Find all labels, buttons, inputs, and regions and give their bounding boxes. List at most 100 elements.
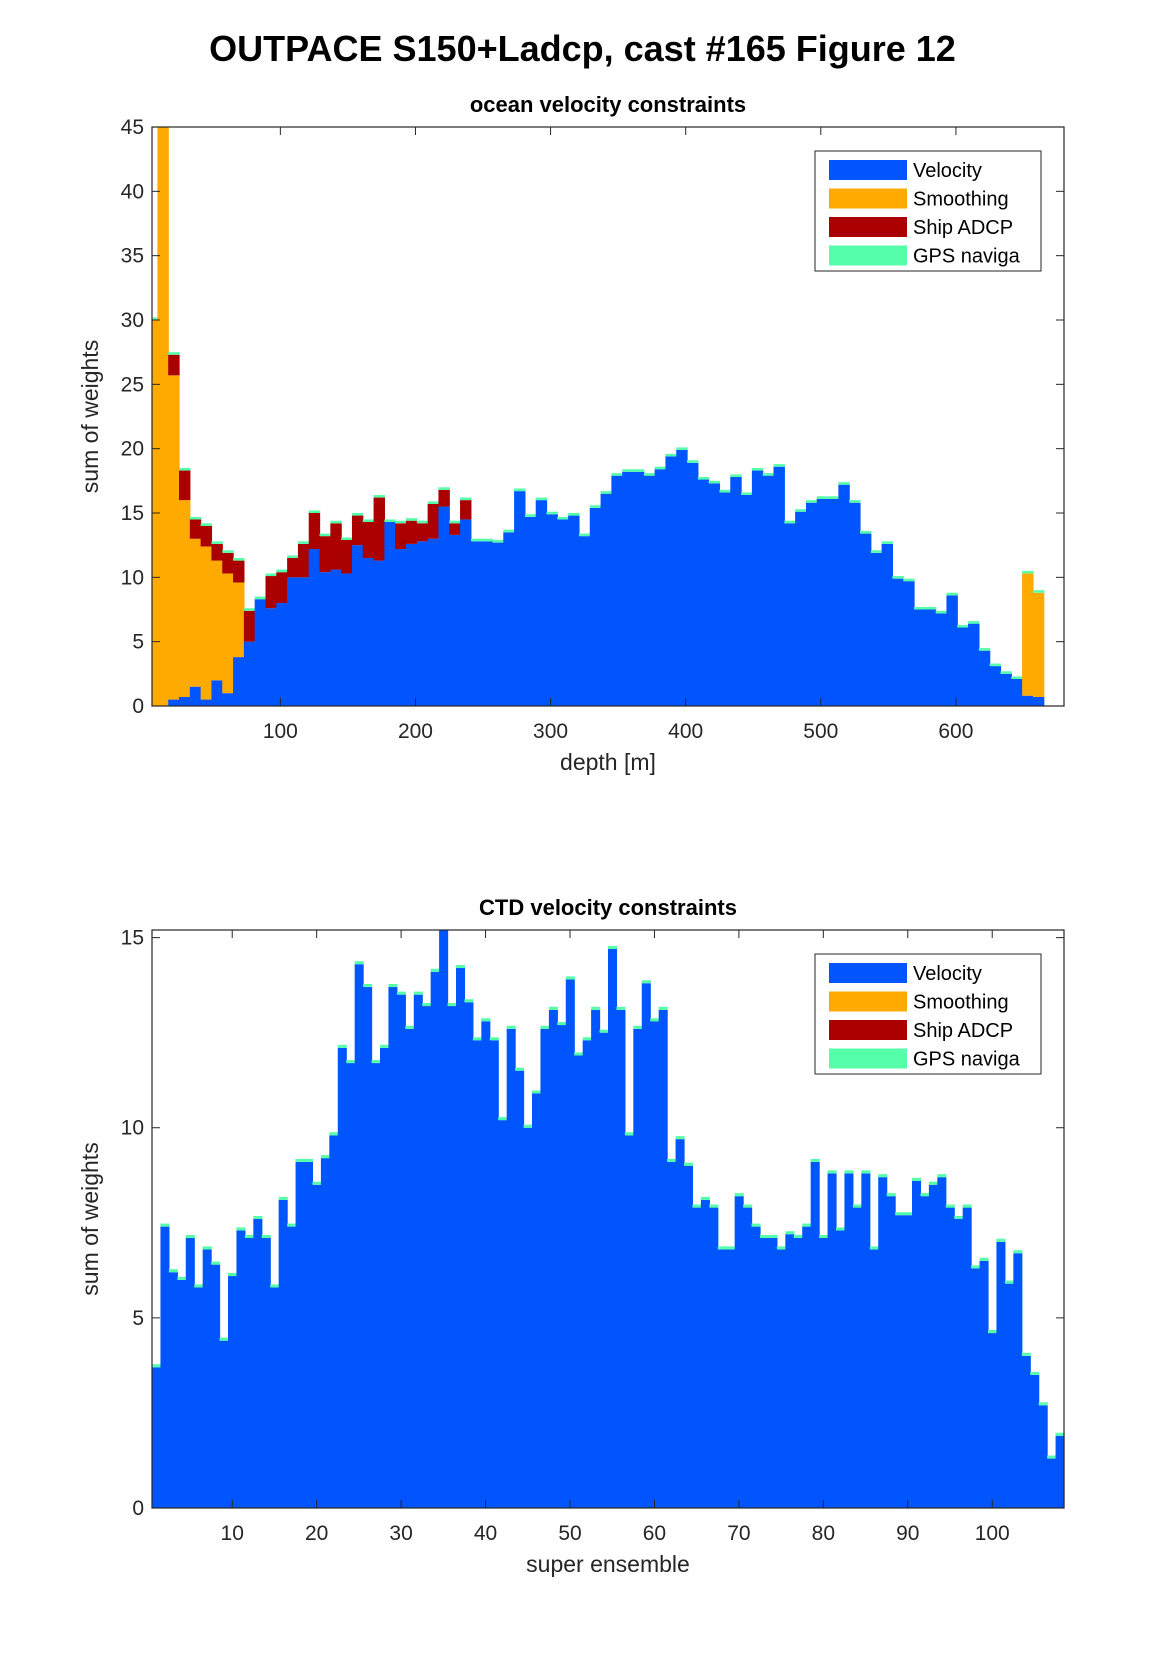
bar-velocity	[438, 506, 450, 706]
bar-gps	[152, 317, 158, 320]
y-axis-label: sum of weights	[77, 340, 103, 493]
y-tick-label: 40	[121, 180, 144, 203]
y-tick-label: 20	[121, 438, 144, 461]
x-tick-label: 20	[305, 1522, 328, 1545]
bar-velocity	[472, 1040, 482, 1508]
legend-swatch-velocity	[829, 963, 907, 983]
bar-velocity	[287, 1226, 297, 1508]
bar-gps	[687, 460, 699, 463]
bar-velocity	[439, 930, 449, 1508]
bar-velocity	[700, 1199, 710, 1508]
bar-ship_adcp	[341, 540, 353, 574]
bar-ship_adcp	[460, 500, 472, 520]
bar-gps	[568, 513, 580, 516]
bar-velocity	[954, 1219, 964, 1508]
bar-gps	[1021, 1352, 1031, 1356]
bar-velocity	[697, 479, 710, 706]
bar-gps	[784, 520, 796, 524]
bar-gps	[773, 464, 785, 467]
bar-velocity	[743, 1207, 753, 1508]
bar-velocity	[1030, 1374, 1040, 1508]
bar-gps	[957, 624, 969, 628]
bar-gps	[464, 999, 474, 1003]
bar-velocity	[211, 1264, 221, 1508]
bar-velocity	[228, 1276, 238, 1508]
bar-velocity	[329, 1135, 339, 1508]
bar-gps	[895, 1212, 905, 1216]
bar-gps	[624, 1132, 634, 1136]
bar-velocity	[643, 475, 656, 706]
bar-velocity	[878, 1177, 888, 1508]
bar-velocity	[460, 519, 472, 706]
bar-velocity	[641, 983, 651, 1508]
bar-gps	[1032, 590, 1045, 593]
bar-velocity	[346, 1063, 356, 1508]
bar-velocity	[978, 650, 991, 706]
bar-velocity	[532, 1093, 542, 1508]
bars	[152, 127, 1045, 706]
bar-ship_adcp	[265, 576, 277, 609]
bar-velocity	[449, 534, 461, 706]
bar-smoothing	[1032, 592, 1045, 697]
legend: Velocity Smoothing Ship ADCP GPS naviga	[814, 953, 1042, 1075]
bar-gps	[616, 1006, 626, 1010]
bar-velocity	[849, 502, 861, 706]
bar-velocity	[962, 1207, 972, 1508]
bar-gps	[861, 1170, 871, 1174]
bar-gps	[578, 533, 591, 537]
bar-velocity	[498, 1120, 508, 1508]
legend: Velocity Smoothing Ship ADCP GPS naviga	[814, 150, 1042, 272]
bar-gps	[297, 541, 310, 544]
bar-velocity	[810, 1161, 820, 1508]
bar-velocity	[589, 507, 602, 706]
bar-velocity	[717, 1249, 727, 1508]
y-tick-label: 45	[121, 116, 144, 139]
bar-velocity	[270, 1287, 280, 1508]
bar-ship_adcp	[416, 523, 429, 542]
bar-velocity	[912, 1180, 922, 1508]
bar-gps	[388, 984, 398, 988]
legend-swatch-ship_adcp	[829, 1020, 907, 1040]
bar-velocity	[243, 641, 256, 706]
bar-ship_adcp	[200, 525, 213, 547]
bar-velocity	[1055, 1435, 1065, 1508]
bar-gps	[228, 1273, 238, 1277]
bar-velocity	[168, 1272, 178, 1508]
bar-gps	[244, 1234, 254, 1239]
bar-velocity	[524, 516, 537, 706]
bar-velocity	[261, 1238, 271, 1508]
bar-gps	[540, 1025, 550, 1029]
y-tick-label: 25	[121, 373, 144, 396]
bar-velocity	[523, 1127, 533, 1508]
bar-ship_adcp	[287, 558, 299, 578]
bar-velocity	[795, 511, 807, 706]
bar-gps	[265, 573, 277, 577]
bar-gps	[152, 1364, 162, 1368]
bar-velocity	[330, 569, 342, 706]
y-tick-label: 0	[132, 695, 144, 718]
bar-velocity	[481, 1021, 491, 1508]
bar-velocity	[924, 609, 937, 706]
bar-velocity	[827, 1173, 837, 1508]
bar-gps	[886, 1193, 896, 1197]
bar-velocity	[935, 613, 948, 706]
bar-ship_adcp	[438, 489, 450, 507]
bar-velocity	[945, 1207, 955, 1508]
bar-gps	[869, 1246, 879, 1250]
bar-velocity	[312, 1184, 322, 1508]
x-tick-label: 40	[474, 1522, 497, 1545]
bar-velocity	[489, 1040, 499, 1508]
bar-velocity	[362, 558, 375, 706]
bar-gps	[515, 1067, 525, 1071]
bar-velocity	[611, 475, 623, 706]
bar-velocity	[384, 522, 396, 706]
bar-velocity	[1000, 673, 1012, 706]
bar-velocity	[852, 1207, 862, 1508]
legend-label-smoothing: Smoothing	[913, 189, 1009, 211]
bar-velocity	[760, 1238, 770, 1508]
bar-velocity	[859, 533, 872, 706]
bar-gps	[422, 1003, 432, 1007]
chart-title: ocean velocity constraints	[470, 92, 746, 117]
bar-gps	[1055, 1432, 1065, 1436]
legend-label-velocity: Velocity	[913, 160, 982, 182]
